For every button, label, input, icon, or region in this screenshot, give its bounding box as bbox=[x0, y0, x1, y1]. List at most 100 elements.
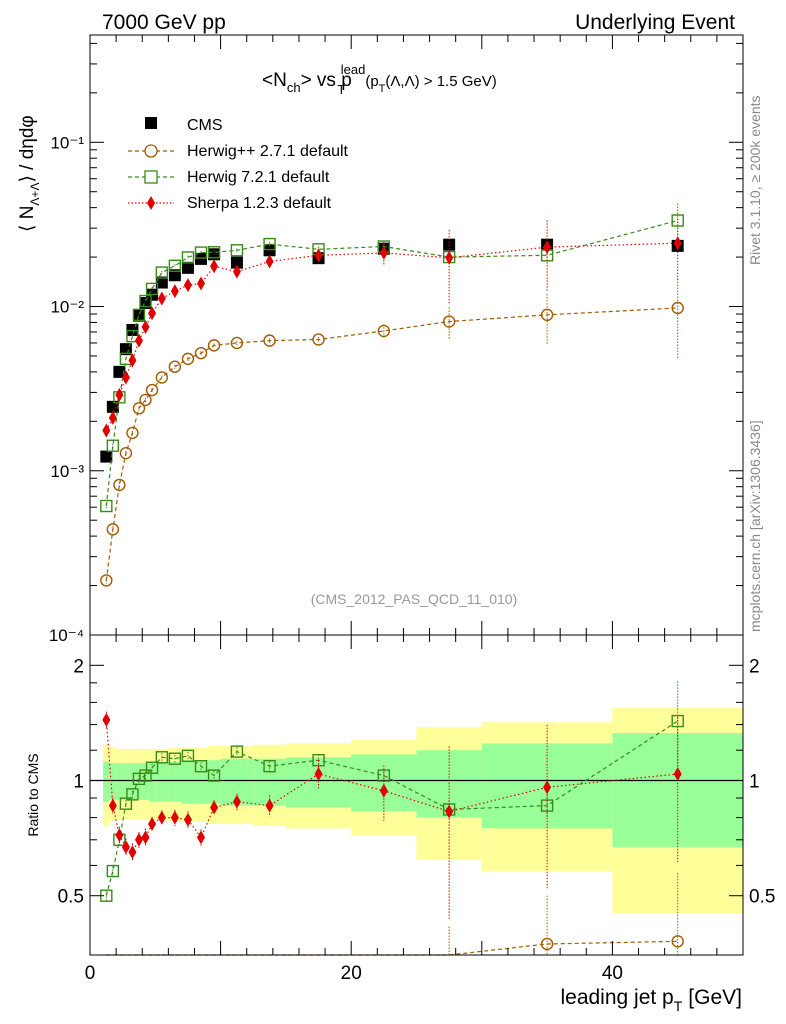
main-y-tick-label: 10⁻² bbox=[50, 298, 84, 317]
herwig7-ratio-point bbox=[106, 864, 120, 878]
sherpa-ratio-point bbox=[183, 812, 192, 827]
title-cut: (p bbox=[365, 73, 378, 90]
ratio-band-inner bbox=[181, 760, 195, 804]
herwigpp-main-point bbox=[194, 346, 208, 360]
herwig7-main-point bbox=[194, 246, 208, 259]
sherpa-main-point bbox=[102, 423, 111, 438]
sherpa-ratio-point bbox=[232, 794, 241, 809]
herwig7-main-point bbox=[230, 244, 244, 257]
legend: CMS Herwig++ 2.7.1 default Herwig 7.2.1 … bbox=[128, 117, 349, 212]
herwigpp-ratio-line bbox=[106, 940, 678, 956]
herwigpp-main-point bbox=[263, 334, 276, 347]
herwig7-ratio-point bbox=[126, 788, 139, 801]
x-tick-label: 0 bbox=[85, 963, 96, 984]
ylabel-n: ⟨ N bbox=[17, 206, 38, 232]
herwig7-main-point bbox=[132, 308, 146, 322]
legend-label-herwigpp: Herwig++ 2.7.1 default bbox=[187, 143, 349, 160]
herwigpp-ratio-point bbox=[671, 935, 684, 948]
x-tick-label: 20 bbox=[341, 963, 362, 984]
ratio-y-tick-label-right: 1 bbox=[749, 772, 760, 793]
herwig7-main-point bbox=[168, 259, 182, 272]
herwig7-ratio-point bbox=[230, 745, 244, 758]
energy-label: 7000 GeV pp bbox=[102, 11, 226, 34]
sherpa-main-point bbox=[197, 276, 206, 291]
ratio-band-inner bbox=[207, 760, 221, 804]
analysis-id: (CMS_2012_PAS_QCD_11_010) bbox=[311, 591, 518, 607]
ratio-y-tick-label-left: 1 bbox=[73, 772, 84, 793]
legend-marker-herwigpp bbox=[144, 144, 158, 158]
herwig7-ratio-point bbox=[132, 772, 146, 786]
ratio-band-inner bbox=[155, 761, 169, 802]
cms-point bbox=[106, 400, 119, 413]
rivet-side-label: Rivet 3.1.10, ≥ 200k events bbox=[747, 95, 763, 265]
herwig7-main-point bbox=[207, 246, 221, 259]
herwigpp-main-point bbox=[155, 371, 169, 384]
ratio-y-ticks: 0.5 0.5 1 1 2 2 bbox=[58, 656, 776, 907]
x-tick-label: 40 bbox=[602, 963, 623, 984]
title-vs: > vs p bbox=[301, 70, 352, 91]
ratio-frame bbox=[89, 634, 744, 956]
sherpa-main-point bbox=[108, 410, 117, 425]
sherpa-ratio-point bbox=[121, 840, 130, 855]
herwig7-main-point bbox=[106, 439, 120, 452]
x-axis-label: leading jet pT [GeV] bbox=[560, 986, 742, 1014]
herwig7-ratio-point bbox=[145, 761, 159, 774]
category-label: Underlying Event bbox=[575, 11, 735, 34]
sherpa-ratio-point bbox=[134, 832, 143, 847]
sherpa-ratio-point bbox=[148, 816, 157, 831]
herwigpp-main-point bbox=[540, 308, 554, 322]
cms-point bbox=[263, 244, 276, 257]
cms-point bbox=[113, 365, 126, 378]
sherpa-main-point bbox=[134, 333, 143, 348]
sherpa-main-point bbox=[445, 250, 454, 265]
sherpa-main-point bbox=[379, 245, 388, 260]
ratio-band-inner bbox=[168, 761, 182, 802]
cms-point bbox=[230, 256, 243, 269]
legend-label-herwig7: Herwig 7.2.1 default bbox=[187, 169, 330, 186]
herwigpp-main-point bbox=[671, 301, 684, 315]
sherpa-ratio-point bbox=[108, 798, 117, 813]
herwigpp-main-point bbox=[139, 393, 152, 407]
ratio-band-inner bbox=[148, 761, 156, 802]
legend-marker-cms bbox=[145, 117, 157, 129]
herwigpp-main-point bbox=[312, 333, 325, 346]
ratio-series-layer bbox=[100, 681, 684, 956]
y-axis-label-main: ⟨ NΛ+Λ⟩ / dηdφ bbox=[17, 115, 42, 232]
cms-point bbox=[168, 269, 181, 282]
sherpa-ratio-point bbox=[157, 810, 166, 825]
ratio-y-tick-label-right: 2 bbox=[749, 656, 760, 677]
sherpa-ratio-point bbox=[210, 800, 219, 815]
sherpa-ratio-point bbox=[673, 766, 682, 781]
herwig7-ratio-point bbox=[139, 769, 152, 782]
herwig7-main-point bbox=[145, 282, 159, 296]
herwigpp-main-point bbox=[126, 426, 139, 440]
herwigpp-main-point bbox=[442, 315, 456, 328]
sherpa-main-point bbox=[210, 259, 219, 274]
sherpa-ratio-line bbox=[105, 719, 678, 854]
ratio-band-inner bbox=[116, 763, 123, 800]
title-cut-t: T bbox=[379, 83, 386, 95]
sherpa-main-point bbox=[157, 291, 166, 306]
herwigpp-main-point bbox=[207, 339, 221, 352]
herwigpp-main-point bbox=[106, 523, 120, 536]
sherpa-main-point bbox=[265, 254, 274, 269]
sherpa-ratio-point bbox=[102, 712, 111, 727]
title-ch: ch bbox=[287, 80, 301, 95]
sherpa-main-point bbox=[141, 320, 150, 335]
herwigpp-main-point bbox=[100, 574, 113, 587]
legend-label-sherpa: Sherpa 1.2.3 default bbox=[187, 195, 332, 212]
sherpa-main-point bbox=[121, 370, 130, 385]
ratio-band-inner bbox=[103, 761, 110, 802]
ratio-band-inner bbox=[122, 763, 130, 800]
ratio-y-tick-label-left: 0.5 bbox=[58, 887, 84, 908]
sherpa-ratio-point bbox=[543, 780, 552, 795]
herwigpp-main-point bbox=[230, 336, 244, 350]
sherpa-ratio-point bbox=[128, 845, 137, 860]
legend-marker-herwig7 bbox=[144, 170, 158, 184]
sherpa-ratio-point bbox=[115, 828, 124, 843]
herwig7-ratio-point bbox=[263, 759, 276, 773]
ratio-bands bbox=[103, 707, 743, 914]
herwigpp-ratio-point bbox=[540, 937, 554, 951]
herwig7-main-point bbox=[263, 237, 276, 251]
